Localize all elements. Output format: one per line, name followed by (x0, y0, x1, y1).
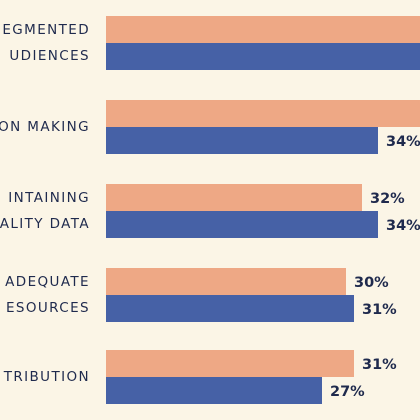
bar-3-orange (106, 184, 362, 211)
value-label-2-2: 34% (386, 134, 420, 150)
bar-group-2: 34% ON MAKING (0, 100, 420, 154)
category-label-3-line-1: INTAINING (8, 190, 90, 206)
value-label-4-2: 31% (362, 302, 397, 318)
value-label-3-2: 34% (386, 218, 420, 234)
category-label-2-line-1: ON MAKING (0, 119, 90, 135)
value-label-5-1: 31% (362, 357, 397, 373)
bar-5-orange (106, 350, 354, 377)
bar-3-blue (106, 211, 378, 238)
bar-5-blue (106, 377, 322, 404)
value-label-5-2: 27% (330, 384, 365, 400)
category-label-3-line-2: ALITY DATA (0, 216, 90, 232)
category-label-5-line-1: TRIBUTION (3, 369, 90, 385)
bar-2-blue (106, 127, 378, 154)
bar-4-orange (106, 268, 346, 295)
category-label-1-line-1: EGMENTED (2, 22, 90, 38)
bar-2-orange (106, 100, 420, 127)
bar-group-3: 32% 34% INTAINING ALITY DATA (0, 184, 420, 238)
category-label-1-line-2: UDIENCES (9, 48, 90, 64)
bar-group-5: 31% 27% TRIBUTION (3, 350, 397, 404)
category-label-4-line-1: ADEQUATE (5, 274, 90, 290)
bar-group-1: EGMENTED UDIENCES (2, 16, 420, 70)
bar-group-4: 30% 31% ADEQUATE ESOURCES (5, 268, 397, 322)
category-label-4-line-2: ESOURCES (6, 300, 90, 316)
value-label-3-1: 32% (370, 191, 405, 207)
bar-1-orange (106, 16, 420, 43)
bar-1-blue (106, 43, 420, 70)
value-label-4-1: 30% (354, 275, 389, 291)
bar-4-blue (106, 295, 354, 322)
